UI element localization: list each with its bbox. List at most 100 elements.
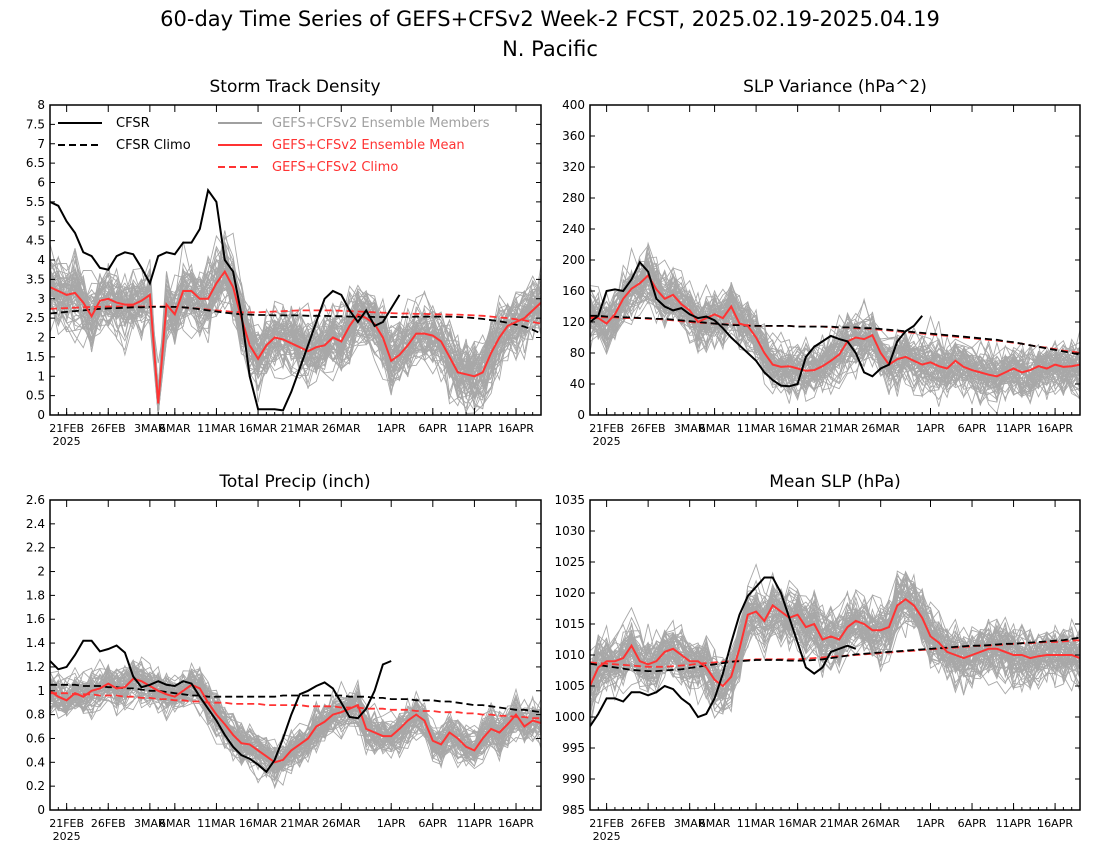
y-tick-label: 4 [37,253,45,267]
x-tick-label: 16APR [498,817,534,830]
x-tick-label: 21FEB [49,422,84,435]
x-tick-label: 16MAR [239,817,278,830]
x-year-label: 2025 [593,435,621,448]
y-tick-label: 0 [37,803,45,817]
y-tick-label: 2 [37,565,45,579]
x-tick-label: 11MAR [197,422,236,435]
panel-title-slp-variance: SLP Variance (hPa^2) [743,77,927,97]
y-tick-label: 6.5 [26,156,45,170]
y-tick-label: 1015 [554,617,585,631]
series-line-cfsr-storm-track-density [50,187,401,412]
y-tick-label: 1.2 [26,660,45,674]
ensemble-member-line [590,287,1080,415]
plot-mean-slp: 985 990 995 1000 1005 1010 1015 1020 1025 1030 103… [554,493,1081,843]
y-tick-label: 7.5 [26,117,45,131]
x-tick-label: 11MAR [737,817,776,830]
y-tick-label: 2 [37,331,45,345]
x-tick-label: 6APR [958,422,987,435]
x-tick-label: 16APR [1037,422,1073,435]
ensemble-members-total-precip [50,656,541,790]
x-tick-label: 11MAR [197,817,236,830]
panel-storm-track-density: Storm Track Density [209,77,380,97]
y-tick-label: 7 [37,137,45,151]
x-tick-label: 21MAR [280,817,319,830]
x-tick-label: 3MAR [674,422,706,435]
ensemble-member-line [50,669,541,770]
y-tick-label: 160 [562,284,585,298]
x-tick-label: 16MAR [778,422,817,435]
y-tick-label: 1030 [554,524,585,538]
x-tick-label: 16MAR [239,422,278,435]
ensemble-member-line [590,267,1080,393]
legend-label-gefs-climo: GEFS+CFSv2 Climo [272,160,398,175]
panel-title-total-precip: Total Precip (inch) [218,472,370,492]
ensemble-member-line [50,268,541,405]
y-tick-label: 1 [37,369,45,383]
y-tick-label: 995 [562,741,585,755]
y-tick-label: 320 [562,160,585,174]
plot-storm-track-density: 0 0.5 1 1.5 2 2.5 3 3.5 4 4.5 5 5.5 6 6.5 7 7.5 8 21FEB 26… [26,98,542,448]
y-tick-label: 1005 [554,679,585,693]
plot-slp-variance: 0 40 80 120 160 200 240 280 320 360 400 21FEB 26FEB 3… [562,98,1081,448]
x-tick-label: 26MAR [322,817,361,830]
ensemble-member-line [50,666,541,775]
x-tick-label: 11APR [996,422,1032,435]
plot-total-precip: 0 0.2 0.4 0.6 0.8 1 1.2 1.4 1.6 1.8 2 2.2 2.4 2.6 21FE… [26,493,542,843]
y-tick-label: 0.6 [26,731,45,745]
ensemble-member-line [590,583,1080,695]
series-line-cfsr-climo-total-precip [50,683,541,714]
ensemble-member-line [50,664,541,766]
y-tick-label: 0.4 [26,755,45,769]
x-tick-label: 1APR [377,817,406,830]
figure-title: 60-day Time Series of GEFS+CFSv2 Week-2 … [160,7,940,31]
x-tick-label: 21MAR [820,422,859,435]
x-tick-label: 21MAR [820,817,859,830]
y-tick-label: 4.5 [26,234,45,248]
y-tick-label: 1.6 [26,612,45,626]
y-tick-label: 6 [37,176,45,190]
y-tick-label: 1.4 [26,636,45,650]
ensemble-member-line [50,234,541,415]
y-tick-label: 985 [562,803,585,817]
y-tick-label: 3 [37,292,45,306]
series-line-gefs-cfsv2-ensemble-mean-total-precip [50,677,541,764]
y-tick-label: 400 [562,98,585,112]
panel-slp-variance: SLP Variance (hPa^2) [743,77,927,97]
y-tick-label: 240 [562,222,585,236]
ensemble-member-line [590,585,1080,698]
x-tick-label: 3MAR [134,817,166,830]
ensemble-members-slp-variance [590,241,1080,415]
x-year-label: 2025 [53,830,81,843]
legend: CFSR CFSR Climo GEFS+CFSv2 Ensemble Memb… [58,116,490,175]
panel-total-precip: Total Precip (inch) [218,472,370,492]
series-line-cfsr-climo-slp-variance [590,314,1080,356]
legend-label-ensemble-mean: GEFS+CFSv2 Ensemble Mean [272,138,465,153]
ensemble-member-line [50,677,541,763]
series-line-cfsr-total-precip [50,639,392,774]
ensemble-member-line [590,258,1080,393]
series-line-gefs-cfsv2-ensemble-mean-slp-variance [590,273,1080,378]
y-tick-label: 0 [577,408,585,422]
y-tick-label: 360 [562,129,585,143]
y-tick-label: 990 [562,772,585,786]
x-tick-label: 21FEB [589,817,624,830]
ensemble-member-line [50,277,541,408]
y-tick-label: 1025 [554,555,585,569]
ensemble-member-line [590,270,1080,390]
x-tick-label: 6MAR [699,817,731,830]
ensemble-members-storm-track-density [50,230,541,415]
x-tick-label: 6APR [958,817,987,830]
y-tick-label: 1035 [554,493,585,507]
x-tick-label: 11APR [996,817,1032,830]
y-tick-label: 2.4 [26,517,45,531]
y-tick-label: 1000 [554,710,585,724]
y-tick-label: 2.6 [26,493,45,507]
y-tick-label: 40 [570,377,585,391]
series-line-cfsr-climo-mean-slp [590,636,1080,672]
y-tick-label: 2.5 [26,311,45,325]
x-tick-label: 26MAR [861,422,900,435]
y-tick-label: 280 [562,191,585,205]
x-tick-label: 6MAR [159,817,191,830]
y-tick-label: 3.5 [26,272,45,286]
